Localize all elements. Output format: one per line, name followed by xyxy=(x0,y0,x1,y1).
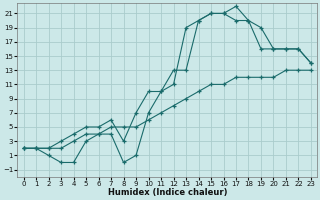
X-axis label: Humidex (Indice chaleur): Humidex (Indice chaleur) xyxy=(108,188,227,197)
